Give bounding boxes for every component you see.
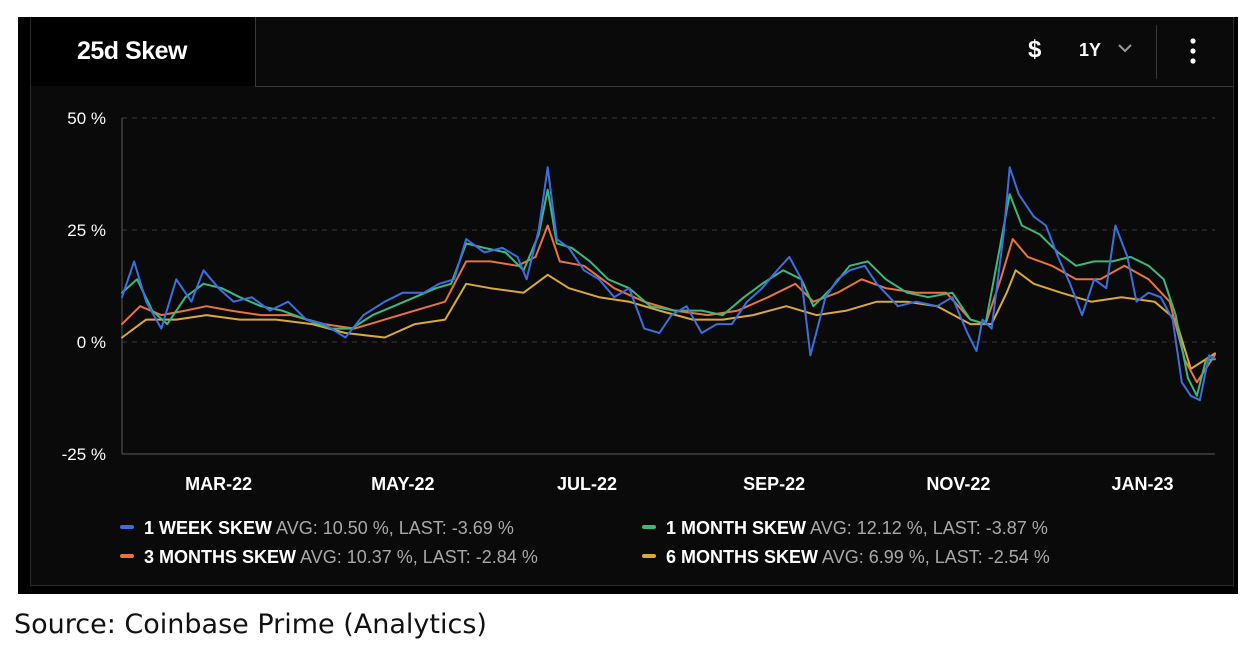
- header-divider: [255, 86, 1233, 87]
- x-tick-label: JUL-22: [557, 474, 617, 494]
- legend-swatch: [642, 554, 656, 559]
- series-line-1-month-skew: [121, 188, 1216, 397]
- x-tick-label: SEP-22: [743, 474, 805, 494]
- legend-series-name: 3 MONTHS SKEW: [144, 547, 297, 567]
- chart-panel: 25d Skew $ 1Y 50 % 25 % 0 % -25 % MAR-22 MAY-…: [18, 17, 1238, 594]
- legend-item-6-months[interactable]: 6 MONTHS SKEW AVG: 6.99 %, LAST: -2.54 %: [642, 547, 1050, 569]
- chart-title: 25d Skew: [77, 37, 187, 65]
- legend-item-3-months[interactable]: 3 MONTHS SKEW AVG: 10.37 %, LAST: -2.84 …: [120, 547, 538, 569]
- y-tick-label: 0 %: [77, 333, 106, 352]
- range-select[interactable]: 1Y: [1079, 40, 1102, 60]
- series-line-1-week-skew: [121, 166, 1216, 402]
- x-tick-label: MAR-22: [185, 474, 252, 494]
- line-chart: 50 % 25 % 0 % -25 % MAR-22 MAY-22 JUL-22 SEP-22…: [62, 109, 1216, 494]
- legend-series-stats: AVG: 6.99 %, LAST: -2.54 %: [822, 547, 1050, 567]
- y-tick-label: -25 %: [62, 445, 106, 464]
- legend-swatch: [642, 525, 656, 530]
- legend-series-stats: AVG: 12.12 %, LAST: -3.87 %: [810, 518, 1048, 538]
- source-caption: Source: Coinbase Prime (Analytics): [14, 609, 487, 640]
- legend-swatch: [120, 554, 134, 559]
- x-tick-label: MAY-22: [371, 474, 434, 494]
- y-tick-label: 25 %: [67, 221, 106, 240]
- x-tick-label: JAN-23: [1112, 474, 1174, 494]
- legend-series-stats: AVG: 10.50 %, LAST: -3.69 %: [276, 518, 514, 538]
- y-tick-label: 50 %: [67, 109, 106, 128]
- legend-item-1-week[interactable]: 1 WEEK SKEW AVG: 10.50 %, LAST: -3.69 %: [120, 518, 514, 540]
- legend-item-1-month[interactable]: 1 MONTH SKEW AVG: 12.12 %, LAST: -3.87 %: [642, 518, 1048, 540]
- chart-tab[interactable]: 25d Skew: [31, 17, 256, 86]
- legend-series-stats: AVG: 10.37 %, LAST: -2.84 %: [300, 547, 538, 567]
- legend-series-name: 6 MONTHS SKEW: [666, 547, 819, 567]
- legend-series-name: 1 WEEK SKEW: [144, 518, 273, 538]
- legend-swatch: [120, 525, 134, 530]
- x-tick-label: NOV-22: [926, 474, 990, 494]
- chevron-down-icon[interactable]: [1117, 42, 1133, 54]
- series-line-3-months-skew: [121, 224, 1216, 384]
- legend-series-name: 1 MONTH SKEW: [666, 518, 807, 538]
- currency-toggle-button[interactable]: $: [1028, 36, 1042, 63]
- more-vertical-icon[interactable]: [1189, 37, 1197, 65]
- toolbar-divider: [1156, 25, 1157, 79]
